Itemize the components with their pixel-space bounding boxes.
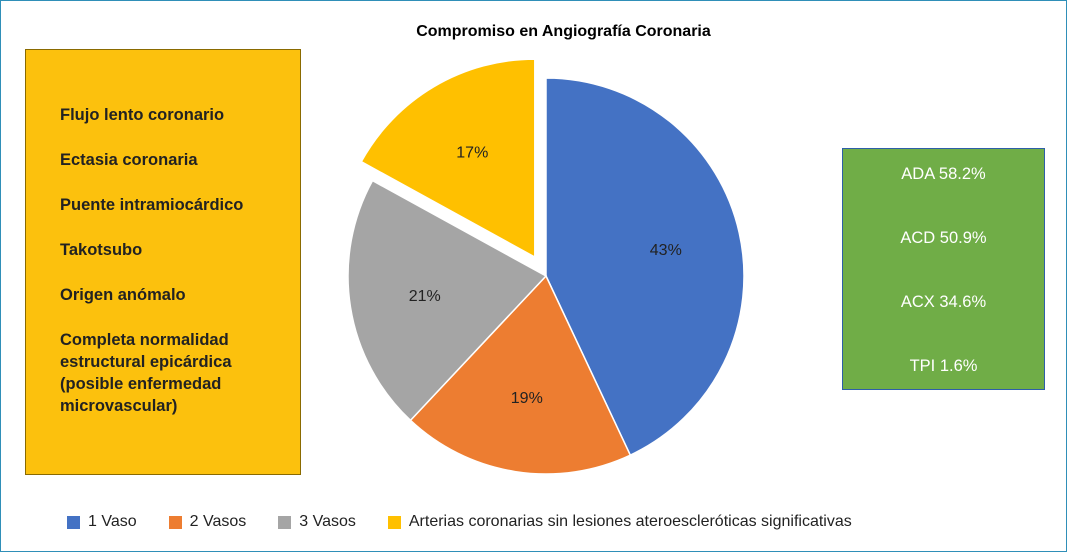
pie-slice-3 bbox=[347, 179, 548, 422]
pie-slice-2 bbox=[409, 274, 632, 475]
stat-tpi: TPI 1.6% bbox=[909, 357, 978, 375]
pie-slice-label: 19% bbox=[511, 390, 543, 407]
legend-label: 1 Vaso bbox=[88, 513, 137, 530]
legend-item: 2 Vasos bbox=[168, 513, 247, 531]
condition-item: Completa normalidad estructural epicárdi… bbox=[60, 331, 232, 415]
stat-acd: ACD 50.9% bbox=[900, 229, 987, 247]
legend-item: 1 Vaso bbox=[67, 513, 137, 531]
conditions-box: Flujo lento coronario Ectasia coronaria … bbox=[25, 49, 301, 475]
pie-slice-1 bbox=[545, 77, 745, 457]
condition-item: Origen anómalo bbox=[60, 286, 186, 304]
condition-item: Ectasia coronaria bbox=[60, 151, 198, 169]
condition-item: Flujo lento coronario bbox=[60, 106, 225, 124]
condition-item: Takotsubo bbox=[60, 241, 143, 259]
legend-item: Arterias coronarias sin lesiones ateroes… bbox=[387, 513, 852, 531]
vessel-stats-box: ADA 58.2% ACD 50.9% ACX 34.6% TPI 1.6% bbox=[842, 148, 1045, 390]
legend-label: 3 Vasos bbox=[299, 513, 356, 530]
conditions-list: Flujo lento coronario Ectasia coronaria … bbox=[60, 104, 296, 440]
pie-slice-label: 17% bbox=[456, 144, 488, 161]
legend-swatch bbox=[278, 515, 292, 529]
stat-acx: ACX 34.6% bbox=[900, 293, 987, 311]
chart-title: Compromiso en Angiografía Coronaria bbox=[416, 23, 711, 40]
pie-slice-label: 21% bbox=[409, 288, 441, 305]
legend-swatch bbox=[387, 515, 401, 529]
pie-slice-4 bbox=[360, 58, 536, 259]
legend-label: Arterias coronarias sin lesiones ateroes… bbox=[408, 513, 852, 530]
legend-swatch bbox=[67, 515, 80, 529]
legend-swatch bbox=[168, 515, 182, 529]
legend-item: 3 Vasos bbox=[278, 513, 356, 531]
condition-item: Puente intramiocárdico bbox=[60, 196, 244, 214]
stat-ada: ADA 58.2% bbox=[901, 165, 986, 183]
legend-label: 2 Vasos bbox=[189, 513, 247, 530]
pie-slice-label: 43% bbox=[650, 242, 682, 259]
chart-legend: 1 Vaso 2 Vasos 3 Vasos Arterias coronarias … bbox=[67, 512, 884, 532]
